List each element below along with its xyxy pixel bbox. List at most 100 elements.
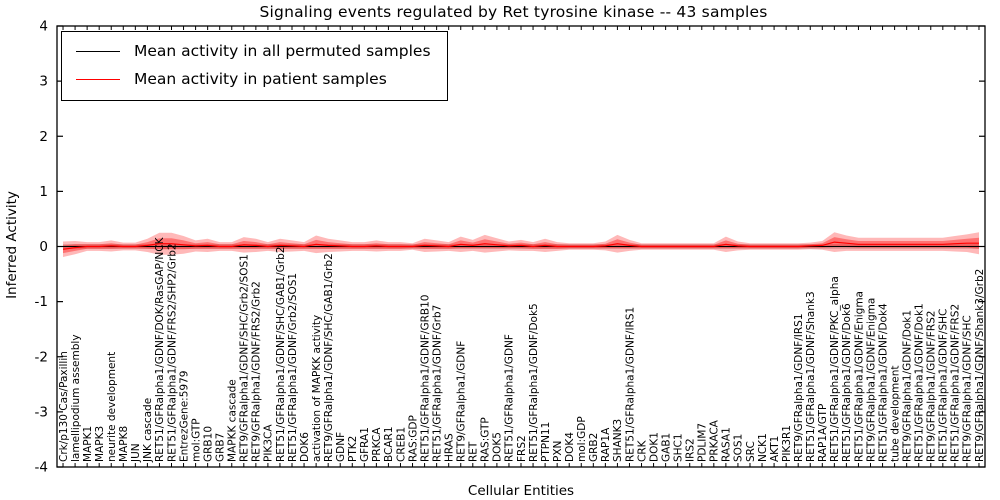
y-tick-label: 4 [39,19,48,35]
x-tick-label: DOK6 [299,432,311,462]
x-tick-label: tube development [889,366,901,463]
x-tick-label: RAP1A [600,427,612,462]
x-tick-label: PTPN11 [540,422,552,462]
x-tick-label: GRB7 [215,433,227,462]
legend-label-permuted: Mean activity in all permuted samples [134,42,431,60]
x-tick-label: mol:GDP [576,416,588,462]
x-tick-label: GRB10 [202,426,214,462]
x-tick-label: RET9/GFRalpha1/GDNF/Shank3/Grb2 [974,269,986,462]
x-tick-label: RET51/GFRalpha1/GDNF/FRS2 [950,304,962,462]
x-tick-label: RET [468,441,480,462]
x-tick-label: SRC [745,441,757,462]
x-tick-label: RET51/GFRalpha1/GDNF/Enigma [853,291,865,462]
legend: Mean activity in all permuted samples Me… [61,31,448,101]
x-tick-label: SHC1 [673,433,685,462]
x-tick-label: RET51/GFRalpha1/GDNF/Grb2/SOS1 [287,273,299,462]
x-tick-label: DOK5 [492,432,504,462]
x-tick-label: MAPK3 [94,426,106,462]
x-tick-label: lamellipodium assembly [70,334,82,462]
x-tick-label: RET51/GFRalpha1/GDNF [504,334,516,462]
x-tick-label: RAS:GDP [407,415,419,462]
x-tick-label: GDNF [335,432,347,462]
x-tick-label: CRK [636,439,648,462]
y-tick-label: 0 [39,239,48,255]
x-axis-label: Cellular Entities [467,483,575,499]
x-tick-label: RAP1A/GTP [817,404,829,462]
x-tick-label: RASA1 [721,427,733,462]
x-tick-label: neurite development [106,352,118,462]
x-tick-label: MAPK1 [82,426,94,462]
x-tick-label: PDLIM7 [697,423,709,462]
x-tick-label: RET51/GFRalpha1/GDNF/Grb7 [431,305,443,462]
x-tick-label: SOS1 [733,434,745,462]
x-tick-label: BCAR1 [383,426,395,462]
patient-line-swatch-icon [76,78,120,80]
legend-label-patient: Mean activity in patient samples [134,70,387,88]
y-tick-label: 3 [39,74,48,90]
x-tick-label: MAPK8 [118,426,130,462]
x-tick-label: RET51/GFRalpha1/GDNF/FRS2/SHP2/Grb2 [166,243,178,462]
x-tick-label: AKT1 [769,436,781,462]
x-tick-label: FRS2 [516,435,528,462]
x-tick-label: GRB2 [588,433,600,462]
x-tick-label: RET51/GFRalpha1/GDNF/SHC/GAB1/Grb2 [275,247,287,462]
x-tick-label: HRAS [444,433,456,462]
x-tick-label: RET51/GFRalpha1/GDNF/IRS1 [624,307,636,462]
y-tick-label: -2 [35,349,48,365]
x-tick-label: PRKACA [709,419,721,462]
x-tick-label: DOK4 [564,432,576,462]
x-tick-label: RET51/GFRalpha1/GDNF/DOK/RasGAP/NCK [154,236,166,462]
x-tick-label: PXN [552,441,564,462]
x-tick-label: RET51/GFRalpha1/GDNF/GRB10 [419,295,431,462]
x-tick-label: CREB1 [395,427,407,462]
mean-patient-line [62,241,979,250]
x-tick-label: RET9/GFRalpha1/GDNF/FRS2 [926,311,938,462]
x-tick-label: RET9/GFRalpha1/GDNF/Dok1 [902,310,914,462]
x-tick-label: PIK3R1 [781,425,793,462]
patient-distribution-band-outer [63,232,979,257]
x-tick-label: RET9/GFRalpha1/GDNF/SHC/GAB1/Grb2 [323,253,335,462]
chart-title: Signaling events regulated by Ret tyrosi… [259,3,768,21]
x-tick-label: IRS2 [685,438,697,462]
x-tick-label: MAPKK cascade [227,379,239,462]
x-tick-label: Crk/p130 Cas/Paxillin [58,351,70,462]
x-tick-label: RAS:GTP [480,417,492,462]
x-tick-label: EntrezGene:5979 [178,371,190,462]
x-tick-label: PIK3CA [263,424,275,462]
y-axis-label: Inferred Activity [4,191,20,299]
x-tick-label: RET51/GFRalpha1/GDNF/Dok6 [841,303,853,462]
y-tick-label: 2 [39,129,48,145]
x-tick-label: PRKCA [371,427,383,462]
legend-entry-permuted: Mean activity in all permuted samples [76,42,431,60]
x-tick-label: RET9/GFRalpha1/GDNF/SHC/Grb2/SOS1 [239,254,251,462]
x-tick-label: RET51/GFRalpha1/GDNF/Dok1 [914,303,926,462]
x-tick-label: DOK1 [648,432,660,462]
y-tick-label: -4 [35,460,48,476]
y-tick-label: 1 [39,184,48,200]
x-tick-label: PTK2 [347,436,359,462]
y-tick-label: -3 [35,404,48,420]
x-tick-label: activation of MAPKK activity [311,315,323,462]
x-tick-label: RET9/GFRalpha1/GDNF/IRS1 [793,313,805,462]
x-tick-label: RET51/GFRalpha1/GDNF/Dok4 [877,303,889,462]
legend-entry-patient: Mean activity in patient samples [76,70,431,88]
x-tick-label: RET51/GFRalpha1/GDNF/PKC_alpha [829,276,841,462]
y-tick-label: -1 [35,294,48,310]
permuted-line-swatch-icon [76,50,120,52]
x-tick-label: GFRA1 [359,427,371,462]
x-tick-label: RET9/GFRalpha1/GDNF [456,341,468,462]
x-tick-label: GAB1 [660,433,672,462]
x-tick-label: SHANK3 [612,419,624,462]
x-tick-label: NCK1 [757,433,769,462]
x-tick-label: JNK cascade [142,398,154,463]
x-tick-label: RET51/GFRalpha1/GDNF/SHC [938,309,950,462]
x-tick-label: mol:GTP [190,418,202,462]
x-tick-label: RET51/GFRalpha1/GDNF/Shank3 [805,291,817,462]
x-tick-label: RET9/GFRalpha1/GDNF/FRS2/Grb2 [251,281,263,462]
x-tick-label: RET9/GFRalpha1/GDNF/Enigma [865,298,877,462]
x-tick-label: JUN [130,443,142,463]
x-tick-label: RET9/GFRalpha1/GDNF/SHC [962,315,974,462]
x-tick-label: RET51/GFRalpha1/GDNF/Dok5 [528,303,540,462]
